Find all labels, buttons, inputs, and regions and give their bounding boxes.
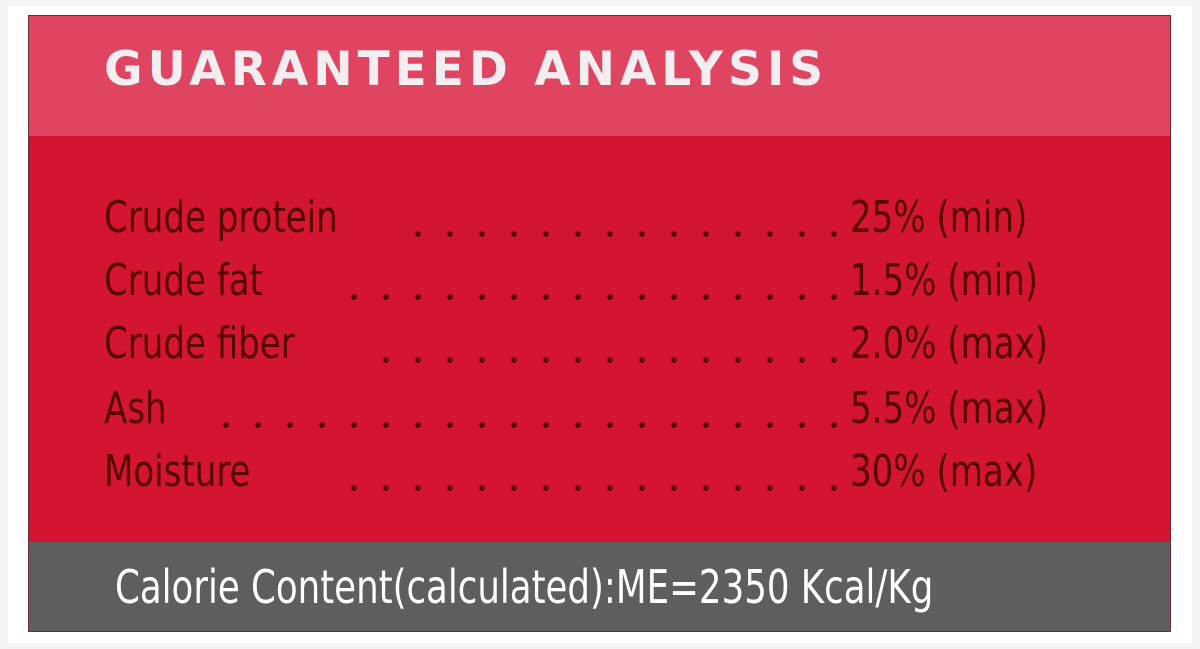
leader-dots (366, 356, 850, 364)
nutrient-value: 30% (max) (850, 446, 1038, 497)
nutrient-label: Crude fat (104, 255, 263, 306)
nutrient-value: 5.5% (max) (850, 383, 1049, 434)
calorie-content: Calorie Content(calculated):ME=2350 Kcal… (115, 560, 934, 614)
calorie-footer: Calorie Content(calculated):ME=2350 Kcal… (29, 542, 1170, 631)
analysis-list: Crude protein 25% (min) Crude fat 1.5% (… (29, 136, 1170, 542)
nutrient-label: Moisture (104, 446, 251, 497)
nutrient-value: 2.0% (max) (850, 318, 1049, 369)
guaranteed-analysis-panel: GUARANTEED ANALYSIS Crude protein 25% (m… (28, 15, 1171, 632)
analysis-row: Crude fat 1.5% (min) (104, 255, 1104, 315)
analysis-row: Moisture 30% (max) (104, 446, 1104, 506)
leader-dots (334, 293, 850, 301)
analysis-row: Crude fiber 2.0% (max) (104, 318, 1104, 378)
panel-title: GUARANTEED ANALYSIS (104, 42, 829, 97)
nutrient-value: 25% (min) (850, 192, 1028, 243)
nutrient-label: Crude fiber (104, 318, 295, 369)
panel-header: GUARANTEED ANALYSIS (29, 16, 1170, 136)
nutrient-label: Ash (104, 383, 167, 434)
nutrient-value: 1.5% (min) (850, 255, 1039, 306)
analysis-row: Ash 5.5% (max) (104, 383, 1104, 443)
analysis-row: Crude protein 25% (min) (104, 192, 1104, 252)
leader-dots (334, 484, 850, 492)
nutrient-label: Crude protein (104, 192, 338, 243)
leader-dots (214, 421, 850, 429)
leader-dots (409, 230, 850, 238)
